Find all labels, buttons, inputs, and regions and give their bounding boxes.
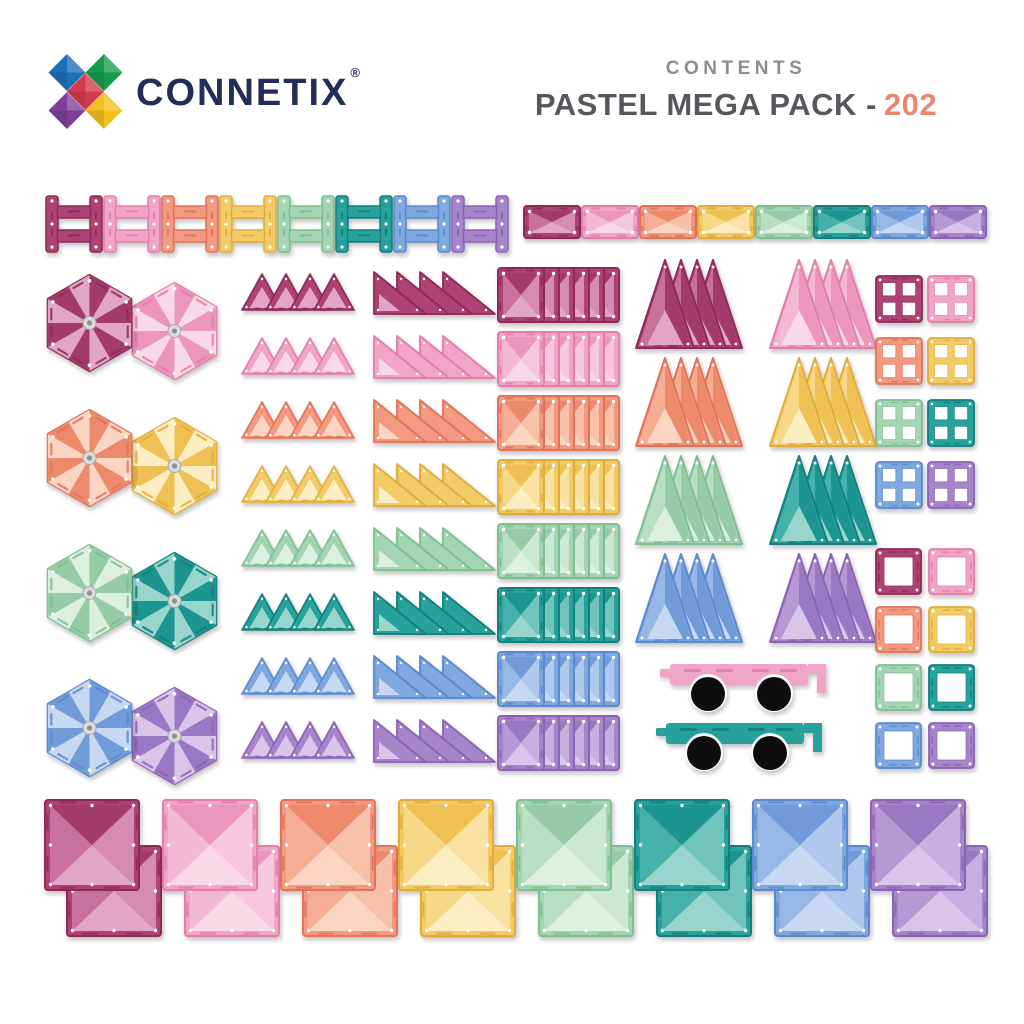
pair-large-squares-blue <box>752 799 870 937</box>
tile-rectangle-teal <box>813 205 871 239</box>
tile-window-square-blue <box>875 461 923 509</box>
cluster-small-triangles-berry <box>241 273 355 311</box>
cluster-small-triangles-blue <box>241 657 355 695</box>
stack-squares-yellow <box>497 459 620 515</box>
tile-hexagon-mint <box>46 543 133 643</box>
tile-h-piece-mint <box>277 195 335 253</box>
cluster-tall-triangles-blue <box>635 553 743 643</box>
tile-window-square-berry <box>875 275 923 323</box>
cluster-small-triangles-teal <box>241 593 355 631</box>
tile-hexagon-pink <box>131 281 218 381</box>
stack-squares-peach <box>497 395 620 451</box>
stack-squares-mint <box>497 523 620 579</box>
pair-large-squares-mint <box>516 799 634 937</box>
cluster-right-triangles-mint <box>373 527 496 571</box>
cluster-right-triangles-pink <box>373 335 496 379</box>
tile-rectangle-berry <box>523 205 581 239</box>
cluster-right-triangles-teal <box>373 591 496 635</box>
pair-large-squares-teal <box>634 799 752 937</box>
cluster-right-triangles-berry <box>373 271 496 315</box>
tile-border-square-berry <box>875 548 922 595</box>
tile-border-square-purple <box>928 722 975 769</box>
contents-label: CONTENTS <box>665 58 807 79</box>
cluster-small-triangles-peach <box>241 401 355 439</box>
cluster-tall-triangles-teal <box>769 455 877 545</box>
pair-large-squares-pink <box>162 799 280 937</box>
tile-h-piece-berry <box>45 195 103 253</box>
brand-text: CONNETIX <box>136 71 349 114</box>
cluster-small-triangles-purple <box>241 721 355 759</box>
brand-wordmark: CONNETIX ® <box>136 65 360 115</box>
tile-hexagon-blue <box>46 678 133 778</box>
stack-squares-purple <box>497 715 620 771</box>
tile-rectangle-pink <box>581 205 639 239</box>
tile-border-square-blue <box>875 722 922 769</box>
cluster-tall-triangles-berry <box>635 259 743 349</box>
pair-large-squares-yellow <box>398 799 516 937</box>
tile-h-piece-teal <box>335 195 393 253</box>
cluster-small-triangles-mint <box>241 529 355 567</box>
registered-mark: ® <box>350 64 362 80</box>
tile-rectangle-yellow <box>697 205 755 239</box>
connetix-logo-icon <box>48 54 123 129</box>
cluster-right-triangles-blue <box>373 655 496 699</box>
tile-hexagon-peach <box>46 408 133 508</box>
stack-squares-berry <box>497 267 620 323</box>
tile-border-square-pink <box>928 548 975 595</box>
tile-h-piece-pink <box>103 195 161 253</box>
tile-window-square-teal <box>927 399 975 447</box>
cluster-tall-triangles-pink <box>769 259 877 349</box>
cluster-tall-triangles-yellow <box>769 357 877 447</box>
pair-large-squares-peach <box>280 799 398 937</box>
stack-squares-teal <box>497 587 620 643</box>
tile-h-piece-yellow <box>219 195 277 253</box>
tile-hexagon-yellow <box>131 416 218 516</box>
tile-rectangle-peach <box>639 205 697 239</box>
tile-h-piece-peach <box>161 195 219 253</box>
cluster-right-triangles-peach <box>373 399 496 443</box>
tile-window-square-purple <box>927 461 975 509</box>
tile-hexagon-berry <box>46 273 133 373</box>
car-base-teal <box>656 723 822 771</box>
tile-rectangle-blue <box>871 205 929 239</box>
tile-pieces-group <box>44 195 988 937</box>
tile-hexagon-purple <box>131 686 218 786</box>
pair-large-squares-berry <box>44 799 162 937</box>
pair-large-squares-purple <box>870 799 988 937</box>
cluster-small-triangles-yellow <box>241 465 355 503</box>
tile-hexagon-teal <box>131 551 218 651</box>
cluster-tall-triangles-peach <box>635 357 743 447</box>
stack-squares-blue <box>497 651 620 707</box>
cluster-right-triangles-purple <box>373 719 496 763</box>
cluster-tall-triangles-purple <box>769 553 877 643</box>
pack-title: PASTEL MEGA PACK -202 <box>518 87 954 123</box>
tile-border-square-yellow <box>928 606 975 653</box>
header: CONNETIX ® CONTENTS PASTEL MEGA PACK -202 <box>0 0 1024 160</box>
tile-window-square-peach <box>875 337 923 385</box>
tile-rectangle-purple <box>929 205 987 239</box>
cluster-tall-triangles-mint <box>635 455 743 545</box>
tile-border-square-teal <box>928 664 975 711</box>
piece-count: 202 <box>883 87 938 122</box>
tile-window-square-yellow <box>927 337 975 385</box>
tile-rectangle-mint <box>755 205 813 239</box>
tile-window-square-mint <box>875 399 923 447</box>
logo: CONNETIX ® <box>44 52 360 132</box>
tile-border-square-mint <box>875 664 922 711</box>
tile-h-piece-purple <box>451 195 509 253</box>
stack-squares-pink <box>497 331 620 387</box>
cluster-right-triangles-yellow <box>373 463 496 507</box>
pack-name: PASTEL MEGA PACK - <box>534 87 877 122</box>
cluster-small-triangles-pink <box>241 337 355 375</box>
tile-window-square-pink <box>927 275 975 323</box>
tile-h-piece-blue <box>393 195 451 253</box>
car-base-pink <box>660 664 826 712</box>
title-block: CONTENTS PASTEL MEGA PACK -202 <box>518 58 954 123</box>
tile-border-square-peach <box>875 606 922 653</box>
